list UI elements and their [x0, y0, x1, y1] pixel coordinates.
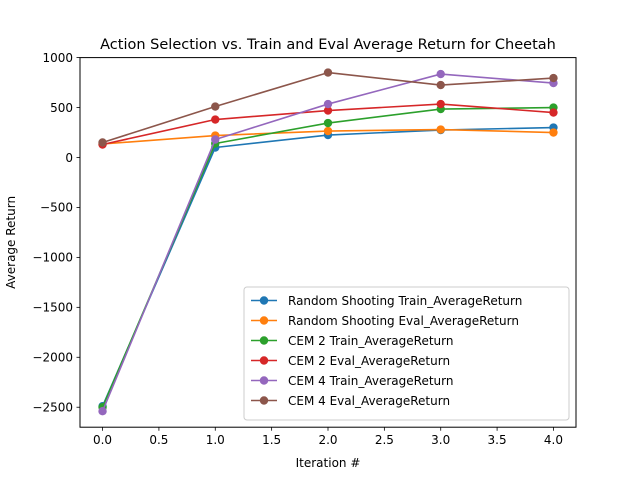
- x-tick-label: 4.0: [544, 433, 563, 447]
- legend-marker: [259, 396, 269, 405]
- data-point: [98, 138, 107, 147]
- data-point: [436, 99, 445, 109]
- x-tick-label: 2.5: [375, 433, 394, 447]
- legend-marker: [259, 316, 269, 325]
- legend-marker: [259, 336, 269, 345]
- legend: Random Shooting Train_AverageReturn Rando…: [243, 286, 570, 421]
- y-tick-label: −500: [40, 201, 73, 215]
- y-tick-label: 0: [65, 151, 73, 165]
- legend-item: Random Shooting Train_AverageReturn: [251, 294, 522, 308]
- data-point: [211, 135, 220, 144]
- x-tick-label: 3.5: [488, 433, 507, 447]
- legend-label: Random Shooting Train_AverageReturn: [288, 294, 522, 308]
- data-point: [323, 99, 333, 109]
- series-6: [98, 68, 558, 147]
- x-tick-label: 1.5: [262, 433, 281, 447]
- legend-marker: [259, 296, 269, 305]
- legend-item: CEM 2 Train_AverageReturn: [251, 334, 453, 348]
- series-layer: [98, 68, 558, 416]
- series-5: [98, 69, 558, 416]
- data-point: [436, 69, 445, 79]
- x-axis-ticks: 0.0 0.5 1.0 1.5 2.0 2.5 3.0 3.5 4.0: [93, 427, 563, 447]
- y-tick-label: −2000: [32, 351, 73, 365]
- y-tick-label: −2500: [32, 401, 73, 415]
- x-tick-label: 3.0: [431, 433, 450, 447]
- data-point: [549, 73, 558, 83]
- legend-label: CEM 4 Eval_AverageReturn: [288, 394, 450, 408]
- x-tick-label: 0.5: [149, 433, 168, 447]
- legend-label: Random Shooting Eval_AverageReturn: [288, 314, 519, 328]
- data-point: [211, 102, 220, 111]
- data-point: [436, 80, 445, 90]
- y-axis-ticks: −2500 −2000 −1500 −1000 −500 0 500 1000: [32, 51, 80, 415]
- y-tick-label: −1500: [32, 301, 73, 315]
- data-point: [323, 118, 333, 128]
- legend-item: Random Shooting Eval_AverageReturn: [251, 314, 519, 328]
- legend-item: CEM 4 Eval_AverageReturn: [251, 394, 450, 408]
- data-point: [323, 126, 333, 136]
- y-tick-label: 1000: [42, 51, 73, 65]
- y-tick-label: −1000: [32, 251, 73, 265]
- x-tick-label: 1.0: [206, 433, 225, 447]
- legend-item: CEM 2 Eval_AverageReturn: [251, 354, 450, 368]
- data-point: [98, 407, 107, 416]
- data-point: [436, 125, 445, 134]
- data-point: [211, 115, 220, 124]
- x-axis-label: Iteration #: [296, 456, 361, 470]
- data-point: [549, 128, 558, 137]
- legend-box: [243, 286, 570, 421]
- legend-label: CEM 2 Eval_AverageReturn: [288, 354, 450, 368]
- y-tick-label: 500: [50, 101, 73, 115]
- legend-label: CEM 4 Train_AverageReturn: [288, 374, 453, 388]
- data-point: [323, 106, 333, 115]
- data-point: [323, 68, 333, 77]
- legend-entries: Random Shooting Train_AverageReturn Rando…: [251, 294, 522, 408]
- legend-marker: [259, 376, 269, 385]
- legend-label: CEM 2 Train_AverageReturn: [288, 334, 453, 348]
- legend-marker: [259, 356, 269, 365]
- chart-title: Action Selection vs. Train and Eval Aver…: [100, 37, 556, 53]
- x-tick-label: 0.0: [93, 433, 112, 447]
- y-axis-label: Average Return: [4, 196, 18, 289]
- data-point: [549, 108, 558, 117]
- legend-item: CEM 4 Train_AverageReturn: [251, 374, 453, 388]
- x-tick-label: 2.0: [318, 433, 337, 447]
